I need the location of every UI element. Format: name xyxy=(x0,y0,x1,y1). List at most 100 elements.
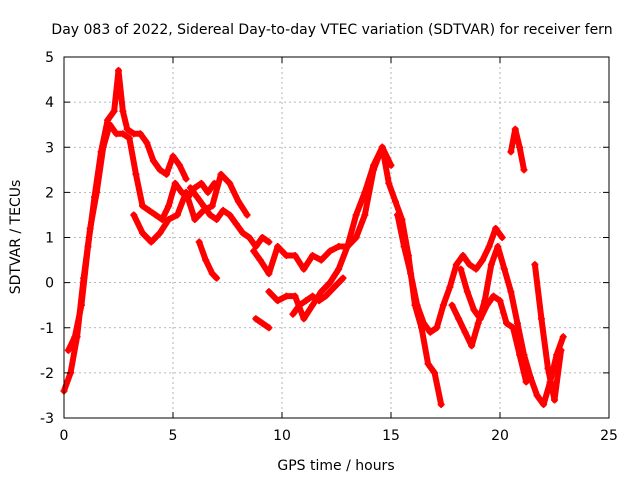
track-i-point-2 xyxy=(302,297,310,305)
track-j-point-1 xyxy=(385,179,393,187)
track-b-point-3 xyxy=(84,243,92,251)
track-b-point-2 xyxy=(77,301,85,309)
track-b-point-9 xyxy=(119,107,127,115)
track-f-point-2 xyxy=(265,270,273,278)
x-tick-label-25: 25 xyxy=(600,428,618,444)
track-b-point-17 xyxy=(169,152,177,160)
track-d-point-9 xyxy=(245,234,253,241)
track-k-point-2 xyxy=(407,270,415,278)
track-c-point-13 xyxy=(243,211,251,219)
track-l-point-17 xyxy=(559,333,567,341)
track-a-point-17 xyxy=(171,179,179,187)
y-axis-label: SDTVAR / TECUs xyxy=(8,180,24,295)
track-k-point-12 xyxy=(472,265,480,273)
track-f-point-4 xyxy=(282,252,290,260)
track-o-point-1 xyxy=(511,125,519,133)
track-o-point-2 xyxy=(516,143,524,151)
track-d-point-5 xyxy=(219,206,227,214)
track-l-point-10 xyxy=(513,319,521,327)
y-tick-label-1: 1 xyxy=(45,231,54,247)
track-m-point-10 xyxy=(522,378,530,386)
track-c-point-6 xyxy=(182,188,190,196)
track-a-point-10 xyxy=(125,134,133,142)
track-i-point-4 xyxy=(315,297,323,305)
track-m-point-3 xyxy=(476,315,484,323)
track-n-point-2 xyxy=(544,364,552,372)
data-series xyxy=(60,67,567,408)
track-i-point-7 xyxy=(339,274,347,282)
chart-title: Day 083 of 2022, Sidereal Day-to-day VTE… xyxy=(51,22,612,38)
track-g-point-1 xyxy=(274,297,282,305)
track-l-point-8 xyxy=(500,265,508,273)
track-b-point-7 xyxy=(110,107,118,115)
track-m-point-5 xyxy=(489,292,497,300)
track-b-point-11 xyxy=(130,130,138,138)
track-c-trail xyxy=(130,171,251,246)
track-b-point-13 xyxy=(143,139,151,147)
track-a-point-21 xyxy=(197,179,205,187)
track-d-point-11 xyxy=(258,234,266,241)
track-g-point-5 xyxy=(309,301,317,309)
track-c-point-4 xyxy=(165,215,173,223)
track-b-point-12 xyxy=(136,130,144,138)
track-k-point-9 xyxy=(452,261,460,269)
track-g-point-6 xyxy=(317,288,325,296)
track-b-point-14 xyxy=(149,157,157,165)
x-axis-label: GPS time / hours xyxy=(277,458,394,474)
track-m-point-1 xyxy=(463,288,471,296)
track-l-point-2 xyxy=(461,328,469,336)
track-b-point-1 xyxy=(71,333,79,341)
track-c-point-7 xyxy=(191,215,199,223)
track-k-point-4 xyxy=(420,319,428,327)
track-c-point-5 xyxy=(173,211,181,219)
track-j-point-9 xyxy=(437,400,445,408)
track-d-point-2 xyxy=(200,202,208,210)
track-a-point-16 xyxy=(165,202,173,210)
track-h-point-1 xyxy=(258,319,266,327)
track-l-point-12 xyxy=(527,373,535,381)
track-k-point-11 xyxy=(465,261,473,269)
track-c-point-2 xyxy=(147,238,155,246)
track-o-point-0 xyxy=(507,148,515,156)
track-a-point-8 xyxy=(112,130,120,138)
track-m-point-2 xyxy=(470,306,478,314)
y-tick-label-2: 2 xyxy=(45,185,54,201)
x-tick-label-0: 0 xyxy=(60,428,69,444)
track-f-point-3 xyxy=(274,243,282,251)
track-g-point-0 xyxy=(265,288,273,296)
track-f-point-0 xyxy=(250,247,258,255)
x-tick-label-10: 10 xyxy=(273,428,291,444)
track-b-point-6 xyxy=(104,116,112,124)
track-n-point-1 xyxy=(537,315,545,323)
track-d-point-3 xyxy=(206,211,214,219)
y-tick-label--2: -2 xyxy=(40,366,54,382)
y-tick-label-0: 0 xyxy=(45,276,54,292)
track-b-point-16 xyxy=(162,170,170,178)
track-a-point-12 xyxy=(138,202,146,210)
track-j-point-0 xyxy=(378,143,386,151)
track-m-point-6 xyxy=(496,297,504,305)
track-b-point-15 xyxy=(156,166,164,174)
track-i-point-6 xyxy=(330,283,338,291)
track-k-point-5 xyxy=(426,328,434,336)
track-k-point-8 xyxy=(446,283,454,291)
track-l-point-4 xyxy=(474,319,482,327)
track-f-point-6 xyxy=(300,265,308,273)
track-l-point-1 xyxy=(455,315,463,323)
track-e-point-3 xyxy=(213,274,221,282)
track-f-point-1 xyxy=(256,256,264,264)
track-l-point-0 xyxy=(448,301,456,309)
track-k-point-10 xyxy=(459,252,467,260)
track-d-point-0 xyxy=(186,184,194,192)
track-g-point-7 xyxy=(326,279,334,287)
x-tick-label-20: 20 xyxy=(491,428,509,444)
track-a-point-11 xyxy=(132,170,140,178)
y-tick-label--3: -3 xyxy=(40,411,54,427)
track-k-point-3 xyxy=(413,301,421,309)
track-k-point-7 xyxy=(439,301,447,309)
track-k-point-15 xyxy=(492,224,500,232)
track-c-point-11 xyxy=(226,179,234,187)
track-g-point-11 xyxy=(361,188,369,196)
track-b-point-4 xyxy=(91,193,99,201)
y-tick-label-5: 5 xyxy=(45,50,54,66)
